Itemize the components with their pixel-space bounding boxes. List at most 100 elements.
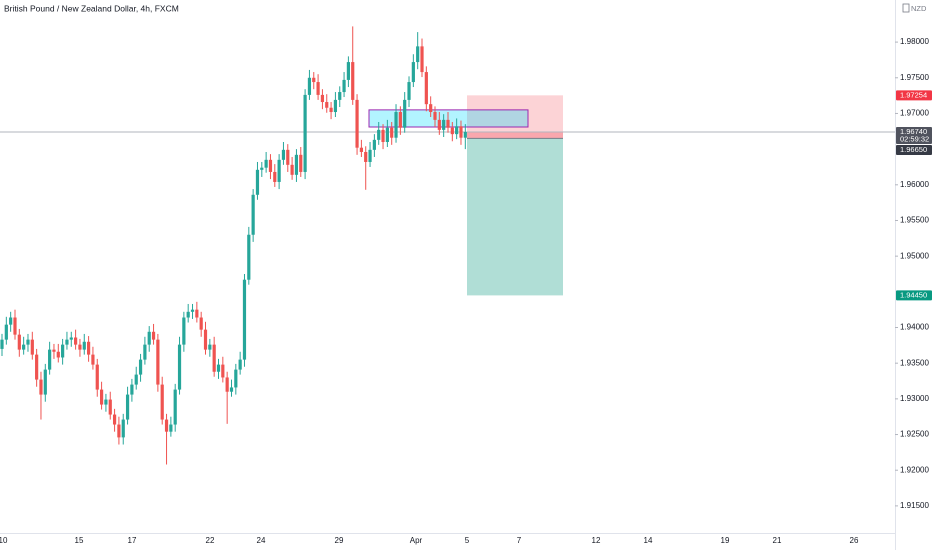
x-tick-label: 5 [465, 536, 470, 545]
candle-body [190, 309, 195, 312]
candle-body [303, 94, 307, 172]
candle-body [48, 349, 52, 370]
candle-body [130, 384, 134, 395]
candle-body [212, 344, 216, 372]
candle-body [160, 384, 164, 420]
x-tick-label: 14 [644, 536, 653, 545]
candle-body [39, 379, 43, 395]
x-tick-label: 17 [128, 536, 137, 545]
candle-body [281, 149, 286, 160]
candle-body [143, 344, 147, 360]
candle-body [411, 62, 415, 83]
candle-body [74, 337, 78, 345]
candle-body [403, 99, 407, 128]
candle-body [234, 369, 238, 388]
candle-body [364, 151, 368, 162]
candle-body [351, 62, 355, 100]
x-tick-label: 12 [592, 536, 601, 545]
countdown-label: 02:59:32 [900, 134, 929, 143]
candle-body [238, 359, 242, 370]
target-zone [467, 138, 563, 296]
candle-body [368, 149, 372, 162]
x-tick-label: 22 [206, 536, 215, 545]
candle-body [95, 364, 99, 390]
y-tick-label: 1.97500 [900, 73, 929, 82]
candle-body [268, 159, 273, 172]
candle-body [433, 112, 437, 120]
candle-body [229, 387, 234, 392]
candle-body [156, 339, 160, 385]
candle-body [260, 167, 264, 170]
candle-body [147, 331, 151, 345]
price-tag-label: 1.96740 [900, 127, 927, 136]
y-tick-label: 1.93000 [900, 394, 929, 403]
x-tick-label: 24 [257, 536, 266, 545]
candle-body [182, 317, 186, 345]
candle-body [286, 149, 290, 165]
candle-body [61, 344, 65, 358]
candle-body [277, 159, 281, 182]
lock-icon[interactable] [902, 3, 910, 13]
y-tick-label: 1.96000 [900, 180, 929, 189]
price-tag-label: 1.96650 [900, 145, 927, 154]
x-tick-label: 7 [517, 536, 522, 545]
candle-body [307, 77, 312, 95]
candle-body [65, 339, 69, 345]
candle-body [9, 317, 13, 325]
candle-body [87, 341, 91, 355]
candle-body [385, 127, 389, 142]
candle-body [177, 344, 182, 390]
candle-body [325, 102, 329, 108]
price-tag [896, 145, 932, 156]
candle-body [82, 341, 86, 350]
candle-body [169, 424, 173, 432]
open-loss-zone [467, 132, 563, 139]
x-tick-label: 10 [0, 536, 8, 545]
candle-body [377, 129, 381, 140]
candle-body [117, 424, 121, 438]
candle-body [338, 92, 342, 100]
candle-body [359, 147, 363, 152]
candle-body [320, 94, 325, 103]
candle-body [299, 154, 303, 172]
candle-body [355, 99, 359, 148]
candle-body [459, 126, 463, 138]
candle-body [390, 127, 394, 138]
candle-body [247, 234, 251, 280]
candle-body [99, 389, 104, 405]
candle-body [424, 72, 428, 105]
candle-body [290, 164, 294, 175]
currency-label[interactable]: NZD [911, 4, 927, 13]
candle-body [455, 126, 459, 135]
candle-body [125, 394, 130, 420]
price-tag-label: 1.94450 [900, 290, 927, 299]
candle-body [134, 374, 138, 385]
y-tick-label: 1.95000 [900, 251, 929, 260]
y-tick-label: 1.97000 [900, 109, 929, 118]
candle-body [0, 339, 4, 349]
x-tick-label: 19 [721, 536, 730, 545]
candle-body [4, 324, 8, 340]
candle-body [104, 399, 108, 405]
candle-body [316, 82, 320, 95]
candle-body [108, 399, 112, 415]
candle-body [121, 419, 125, 438]
candle-body [203, 329, 208, 350]
x-tick-label: 15 [75, 536, 84, 545]
candle-body [437, 119, 441, 130]
candle-body [164, 419, 169, 432]
candle-body [35, 354, 39, 380]
candle-body [255, 169, 260, 195]
candle-body [173, 389, 177, 425]
candle-body [312, 77, 316, 83]
candle-body [26, 339, 30, 345]
x-tick-label: 21 [773, 536, 782, 545]
candle-body [186, 311, 190, 318]
candle-body [416, 46, 420, 63]
x-tick-label: Apr [410, 536, 423, 545]
candle-body [13, 317, 17, 335]
candle-body [407, 82, 411, 100]
candle-body [225, 377, 229, 392]
